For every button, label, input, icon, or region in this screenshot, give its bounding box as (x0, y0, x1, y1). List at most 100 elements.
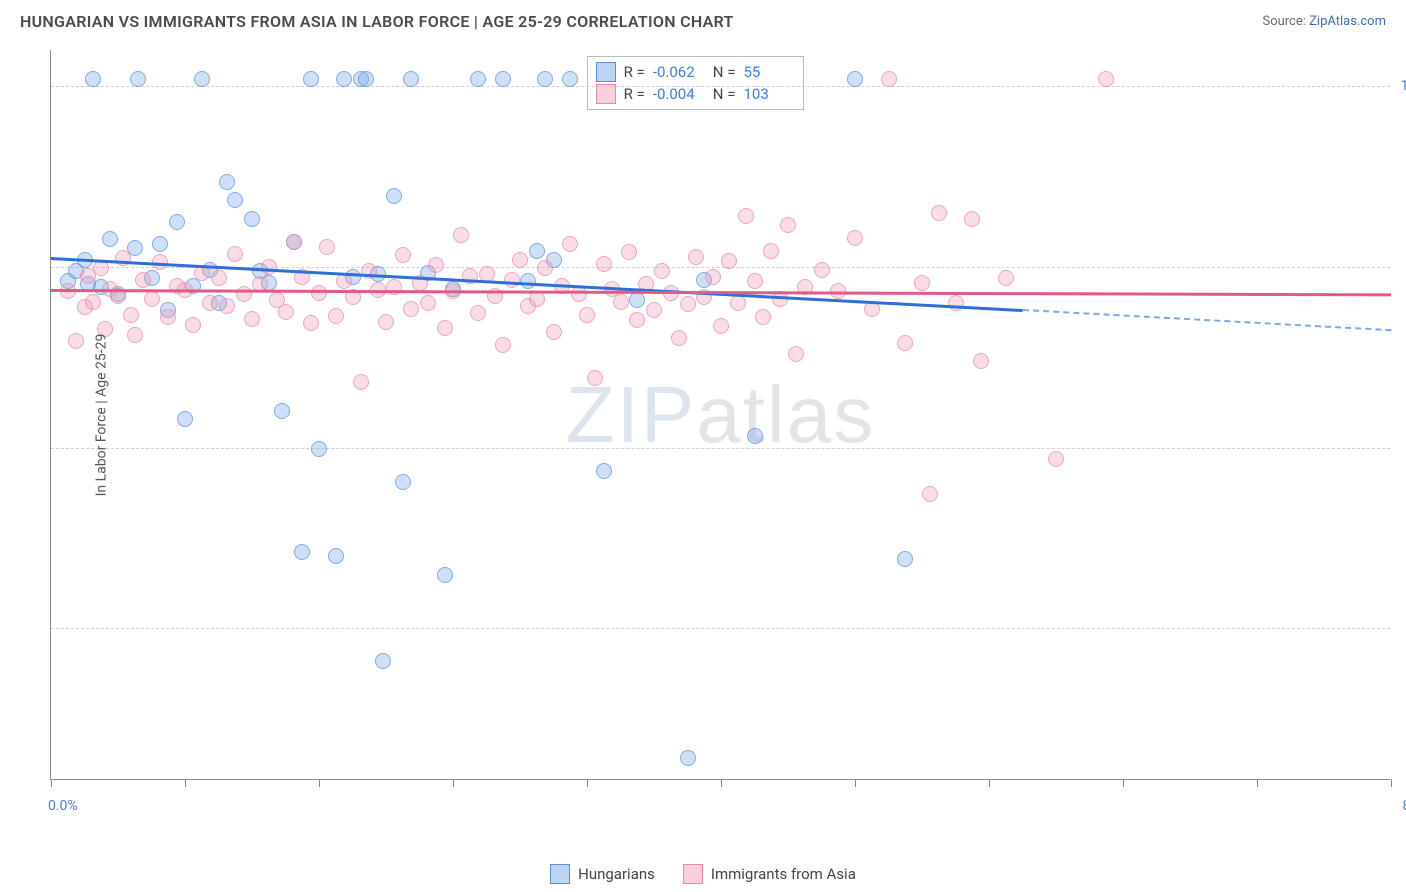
data-point-immigrants_asia (512, 252, 528, 268)
data-point-hungarians (403, 71, 419, 87)
n-value: 55 (743, 63, 795, 81)
data-point-hungarians (194, 71, 210, 87)
gridline-horizontal (51, 448, 1390, 449)
r-value: -0.004 (653, 85, 705, 103)
data-point-immigrants_asia (144, 291, 160, 307)
data-point-immigrants_asia (537, 260, 553, 276)
data-point-immigrants_asia (211, 270, 227, 286)
data-point-immigrants_asia (68, 333, 84, 349)
data-point-immigrants_asia (85, 294, 101, 310)
y-axis-title: In Labor Force | Age 25-29 (93, 334, 109, 497)
stats-swatch (596, 62, 616, 82)
data-point-immigrants_asia (93, 260, 109, 276)
data-point-immigrants_asia (403, 301, 419, 317)
data-point-immigrants_asia (621, 244, 637, 260)
data-point-immigrants_asia (897, 335, 913, 351)
data-point-hungarians (152, 236, 168, 252)
data-point-hungarians (629, 292, 645, 308)
data-point-immigrants_asia (814, 262, 830, 278)
x-tick (989, 779, 990, 787)
r-label: R = (624, 63, 645, 81)
source-label: Source: (1262, 14, 1309, 29)
x-tick (1123, 779, 1124, 787)
data-point-immigrants_asia (1048, 451, 1064, 467)
data-point-hungarians (358, 71, 374, 87)
legend-swatch (683, 864, 703, 884)
data-point-hungarians (311, 441, 327, 457)
data-point-immigrants_asia (420, 295, 436, 311)
x-tick (721, 779, 722, 787)
y-tick-label: 100.0% (1401, 78, 1406, 94)
data-point-immigrants_asia (278, 304, 294, 320)
data-point-hungarians (437, 567, 453, 583)
data-point-immigrants_asia (780, 217, 796, 233)
data-point-immigrants_asia (847, 230, 863, 246)
data-point-immigrants_asia (998, 270, 1014, 286)
data-point-immigrants_asia (378, 314, 394, 330)
data-point-immigrants_asia (671, 330, 687, 346)
data-point-immigrants_asia (328, 308, 344, 324)
data-point-hungarians (495, 71, 511, 87)
data-point-hungarians (747, 428, 763, 444)
data-point-immigrants_asia (596, 256, 612, 272)
data-point-immigrants_asia (286, 234, 302, 250)
data-point-immigrants_asia (311, 285, 327, 301)
n-value: 103 (743, 85, 795, 103)
data-point-immigrants_asia (123, 307, 139, 323)
data-point-immigrants_asia (755, 309, 771, 325)
legend-item: Immigrants from Asia (683, 864, 856, 884)
data-point-immigrants_asia (680, 296, 696, 312)
r-value: -0.062 (653, 63, 705, 81)
data-point-immigrants_asia (571, 286, 587, 302)
x-tick (1391, 779, 1392, 787)
data-point-hungarians (395, 474, 411, 490)
data-point-immigrants_asia (127, 327, 143, 343)
data-point-immigrants_asia (135, 272, 151, 288)
chart-header: HUNGARIAN VS IMMIGRANTS FROM ASIA IN LAB… (0, 0, 1406, 39)
data-point-hungarians (529, 243, 545, 259)
data-point-immigrants_asia (319, 239, 335, 255)
legend-label: Hungarians (578, 865, 655, 883)
data-point-hungarians (303, 71, 319, 87)
data-point-hungarians (562, 71, 578, 87)
data-point-immigrants_asia (244, 311, 260, 327)
data-point-hungarians (102, 231, 118, 247)
x-tick (855, 779, 856, 787)
correlation-stats-box: R = -0.062 N = 55R = -0.004 N = 103 (587, 56, 805, 110)
x-axis-origin-label: 0.0% (48, 798, 78, 814)
data-point-hungarians (274, 403, 290, 419)
data-point-immigrants_asia (185, 317, 201, 333)
chart-title: HUNGARIAN VS IMMIGRANTS FROM ASIA IN LAB… (20, 12, 734, 31)
data-point-hungarians (680, 750, 696, 766)
n-label: N = (713, 63, 736, 81)
data-point-immigrants_asia (470, 305, 486, 321)
data-point-immigrants_asia (437, 320, 453, 336)
source-link[interactable]: ZipAtlas.com (1309, 14, 1386, 29)
data-point-immigrants_asia (1098, 71, 1114, 87)
x-tick (587, 779, 588, 787)
data-point-immigrants_asia (705, 269, 721, 285)
data-point-hungarians (537, 71, 553, 87)
data-point-hungarians (847, 71, 863, 87)
data-point-hungarians (470, 71, 486, 87)
x-tick (51, 779, 52, 787)
data-point-hungarians (294, 544, 310, 560)
data-point-hungarians (177, 411, 193, 427)
x-tick (319, 779, 320, 787)
chart-area: ZIPatlas R =-0.062N =55R =-0.004N =103 6… (50, 50, 1390, 780)
data-point-hungarians (130, 71, 146, 87)
watermark-bold: ZIP (566, 370, 696, 459)
data-point-immigrants_asia (160, 309, 176, 325)
data-point-immigrants_asia (922, 486, 938, 502)
stats-row: R = -0.062 N = 55 (596, 61, 796, 83)
data-point-immigrants_asia (453, 227, 469, 243)
x-tick (185, 779, 186, 787)
data-point-immigrants_asia (303, 315, 319, 331)
data-point-hungarians (328, 548, 344, 564)
legend: Hungarians Immigrants from Asia (0, 864, 1406, 884)
data-point-immigrants_asia (227, 246, 243, 262)
data-point-immigrants_asia (353, 374, 369, 390)
data-point-immigrants_asia (948, 295, 964, 311)
data-point-immigrants_asia (495, 337, 511, 353)
data-point-immigrants_asia (202, 295, 218, 311)
